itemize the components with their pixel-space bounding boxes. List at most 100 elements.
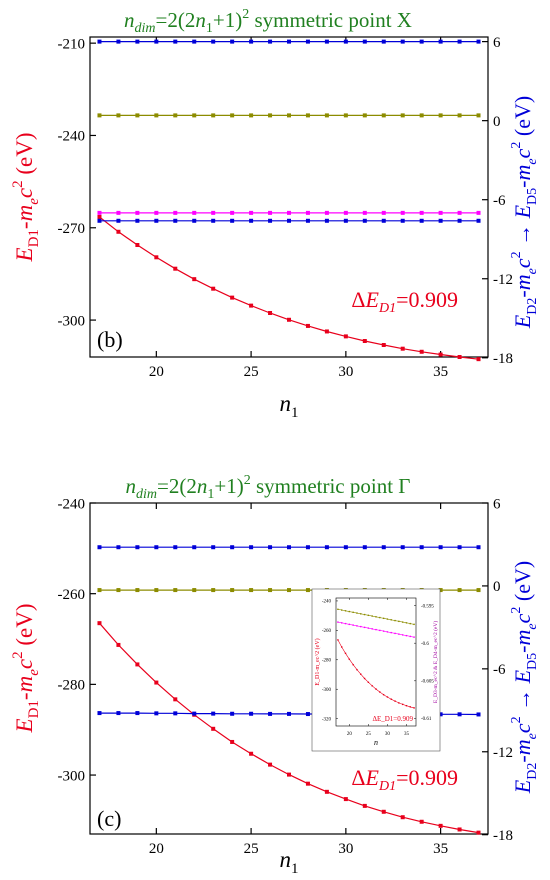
data-point [362,218,367,223]
inset-background [311,588,441,752]
data-point [116,218,121,223]
data-point [192,210,197,215]
data-point [476,588,481,593]
data-point [438,113,443,118]
data-point [356,612,358,614]
data-point [381,809,386,814]
y-right-tick-label: -0.6 [421,642,429,647]
data-point [394,619,396,622]
inset-ticks: 20 25 30 35 -240 -260 -280 -300 -320 -0.595 -0.6 -0… [322,598,434,737]
data-point [405,622,408,624]
data-point [390,698,392,700]
data-point [268,218,273,223]
data-point [400,218,405,223]
y-right-tick-label: 0 [493,114,501,130]
data-point [305,781,310,786]
data-point [362,545,367,550]
data-point [268,762,273,767]
data-point [362,113,367,118]
data-point [135,545,140,550]
data-point [173,697,178,702]
data-point [476,218,481,223]
x-tick-label: 30 [385,732,391,737]
data-point [362,803,367,808]
data-point [476,113,481,118]
panel-b: ndim=2(2n1+1)2 symmetric point X 20 25 30 3… [10,7,540,421]
data-point [457,355,462,359]
data-point [386,696,389,698]
x-tick-label: 25 [244,364,259,380]
data-point [135,243,140,247]
data-point [230,218,235,223]
x-tick-label: 20 [149,841,164,857]
data-point [457,218,462,223]
y-right-tick-label: -0.595 [421,604,434,609]
x-tick-label: 20 [149,364,164,380]
data-point [438,545,443,550]
data-point [324,39,329,44]
data-point [401,634,404,636]
data-point [249,303,254,308]
x-tick-label: 35 [433,364,448,380]
data-point [135,218,140,223]
data-point [268,711,273,716]
y-left-tick-label: -270 [58,221,86,237]
data-point [400,210,405,215]
data-point [305,323,310,328]
data-point [375,616,377,618]
panel-c-ticks: 20 25 30 35 -240 -260 -280 -300 6 0 -6 -12 -18 [58,496,514,857]
data-point [287,772,291,777]
data-point [419,113,424,118]
data-point [97,210,102,215]
data-point [135,588,140,593]
data-point [192,113,197,118]
data-point [173,218,178,223]
data-point [249,545,254,550]
data-point [173,711,178,716]
data-point [457,210,462,215]
data-point [401,621,404,623]
data-point [363,626,366,629]
panel-b-annotation: ΔED1=0.909 [351,287,458,316]
data-point [211,113,216,118]
y-right-tick-label: -0.61 [421,717,432,722]
data-point [476,357,481,362]
data-point [348,658,351,660]
data-point [343,218,348,223]
data-point [305,588,310,593]
data-point [337,608,339,610]
data-point [305,113,310,118]
data-point [348,610,351,613]
data-point [356,625,358,627]
data-point [173,266,178,271]
data-point [305,218,310,223]
panel-b-ylabel-left: ED1-mec2 (eV) [10,133,42,263]
data-point [398,633,400,635]
y-left-tick-label: -260 [322,629,332,634]
data-point [438,218,443,223]
data-point [268,210,273,215]
data-point [381,343,386,347]
data-point [381,39,386,44]
data-point [230,113,235,118]
data-point [394,632,396,635]
data-point [97,621,102,626]
data-point [367,627,370,629]
data-point [116,39,121,44]
y-right-tick-label: -6 [493,662,506,678]
data-point [287,39,291,44]
data-point [419,39,424,44]
data-point [97,711,102,716]
data-point [154,218,159,223]
data-point [367,681,370,684]
data-point [371,615,373,617]
data-point [457,113,462,118]
data-point [337,621,339,623]
data-point [268,39,273,44]
data-point [287,210,291,215]
y-right-tick-label: -18 [493,828,513,844]
panel-c-ylabel-left: ED1-mec2 (eV) [10,604,42,734]
data-point [135,662,140,667]
y-left-tick-label: -240 [58,496,86,512]
